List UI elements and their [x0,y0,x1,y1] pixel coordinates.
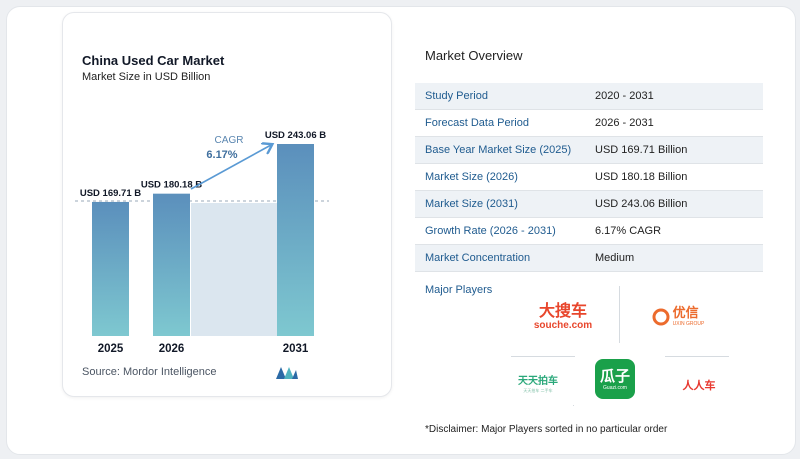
bar-value-label: USD 243.06 B [265,130,326,141]
x-tick-label: 2025 [98,343,124,355]
bar-chart: USD 169.71 B 2025 USD 180.18 B 2026 USD 243.… [75,130,329,355]
major-players-logos: 大搜车 souche.com 优信 UXIN GROUP 瓜子 Guazi.co… [505,286,737,406]
uxin-logo-cn: 优信 [672,306,699,321]
overview-value: 2026 - 2031 [585,109,763,137]
chart-card: China Used Car Market Market Size in USD… [62,12,392,397]
overview-label: Forecast Data Period [415,109,585,137]
bar-value-label: USD 169.71 B [80,188,141,199]
souche-logo-cn: 大搜车 [538,301,587,320]
chart-title: China Used Car Market [82,53,225,68]
overview-row: Market Concentration Medium [415,244,763,272]
souche-logo-en: souche.com [533,320,593,331]
uxin-mark-icon [652,308,670,326]
x-tick-label: 2026 [159,343,185,355]
cagr-label: CAGR [215,135,244,146]
overview-value: 6.17% CAGR [585,217,763,245]
x-tick-label: 2031 [283,343,309,355]
bar-2026 [153,193,190,336]
overview-label: Base Year Market Size (2025) [415,136,585,164]
overview-value: 2020 - 2031 [585,83,763,110]
divider-line [511,356,575,357]
uxin-logo-en: UXIN GROUP [672,321,705,327]
overview-label: Market Size (2031) [415,190,585,218]
overview-label: Study Period [415,83,585,110]
overview-label: Market Concentration [415,244,585,272]
chart-subtitle: Market Size in USD Billion [82,71,211,83]
forecast-shade [191,203,277,336]
overview-value: Medium [585,244,763,272]
bar-2025 [92,201,129,336]
bar-value-label: USD 180.18 B [141,180,202,191]
guazi-logo-en: Guazi.com [603,384,627,391]
source-text: Source: Mordor Intelligence [82,366,217,378]
ttpai-logo-cn: 天天拍车 [518,376,558,387]
cagr-arrow [190,145,271,190]
overview-row: Growth Rate (2026 - 2031) 6.17% CAGR [415,217,763,245]
souche-logo: 大搜车 souche.com [521,298,605,336]
major-players-title: Major Players [425,284,493,296]
market-overview-title: Market Overview [425,48,523,63]
overview-value: USD 243.06 Billion [585,190,763,218]
market-overview-table: Study Period 2020 - 2031 Forecast Data Per… [415,83,763,272]
overview-row: Study Period 2020 - 2031 [415,83,763,110]
guazi-logo-cn: 瓜子 [599,366,630,385]
uxin-logo: 优信 UXIN GROUP [645,302,711,332]
overview-row: Market Size (2026) USD 180.18 Billion [415,163,763,191]
overview-label: Market Size (2026) [415,163,585,191]
divider-line [573,405,574,406]
bar-2031 [277,144,314,336]
divider-line [665,356,729,357]
renrenche-logo: 人人车 [675,374,723,396]
cagr-value: 6.17% [206,149,237,161]
renrenche-logo-cn: 人人车 [682,379,716,392]
divider-line [619,286,620,343]
overview-row: Forecast Data Period 2026 - 2031 [415,109,763,137]
ttpai-logo: 天天拍车 天天拍车 二手车 [507,372,569,398]
guazi-logo: 瓜子 Guazi.com [587,353,643,405]
overview-row: Market Size (2031) USD 243.06 Billion [415,190,763,218]
ttpai-logo-sub: 天天拍车 二手车 [523,388,553,393]
overview-row: Base Year Market Size (2025) USD 169.71 B… [415,136,763,164]
mordor-logo-icon [276,367,298,379]
overview-label: Growth Rate (2026 - 2031) [415,217,585,245]
overview-value: USD 180.18 Billion [585,163,763,191]
overview-value: USD 169.71 Billion [585,136,763,164]
disclaimer-text: *Disclaimer: Major Players sorted in no … [425,424,668,435]
